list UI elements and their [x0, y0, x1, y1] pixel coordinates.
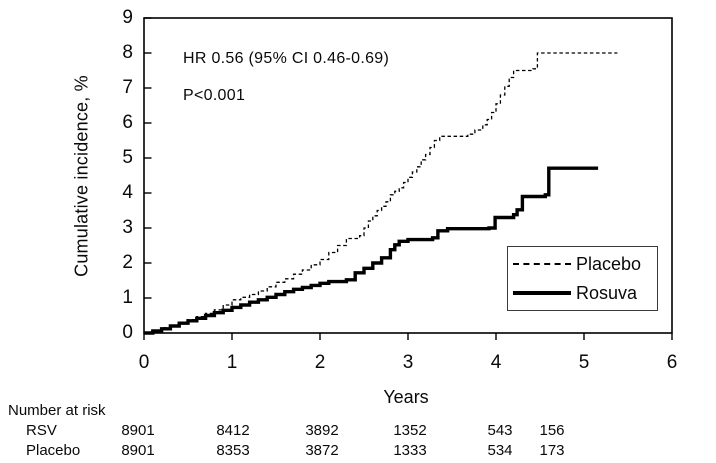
y-tick-label: 6	[122, 112, 133, 133]
risk-value: 534	[487, 442, 513, 459]
x-tick-label: 2	[314, 352, 326, 373]
x-tick-label: 4	[490, 352, 502, 373]
x-tick-label: 6	[666, 352, 678, 373]
p-value-annotation: P<0.001	[183, 87, 246, 104]
x-tick-label: 0	[138, 352, 150, 373]
risk-value: 1352	[393, 422, 427, 439]
x-tick-label: 5	[578, 352, 590, 373]
risk-row-label: Placebo	[26, 442, 81, 459]
y-tick-label: 4	[122, 182, 133, 203]
risk-value: 3872	[305, 442, 339, 459]
legend-item-placebo: Placebo	[513, 251, 641, 277]
risk-value: 173	[539, 442, 565, 459]
x-tick-label: 3	[402, 352, 414, 373]
legend-label-rosuva: Rosuva	[576, 282, 638, 303]
y-tick-label: 5	[122, 147, 133, 168]
risk-value: 8412	[216, 422, 250, 439]
risk-value: 8901	[121, 442, 155, 459]
y-tick-label: 9	[122, 7, 133, 28]
risk-value: 1333	[393, 442, 427, 459]
x-tick-label: 1	[226, 352, 238, 373]
rosuva-curve	[144, 166, 599, 335]
number-at-risk-title: Number at risk	[8, 402, 106, 419]
legend-item-rosuva: Rosuva	[513, 280, 637, 306]
risk-value: 543	[487, 422, 513, 439]
y-tick-label: 8	[122, 42, 133, 63]
y-tick-label: 0	[122, 322, 133, 343]
x-axis-title: Years	[383, 387, 429, 407]
y-tick-label: 3	[122, 217, 133, 238]
placebo-curve	[144, 52, 618, 334]
risk-row-label: RSV	[26, 422, 57, 439]
y-tick-label: 2	[122, 252, 133, 273]
y-tick-label: 7	[122, 77, 133, 98]
legend-label-placebo: Placebo	[576, 253, 642, 274]
legend: Placebo Rosuva	[507, 246, 658, 311]
y-tick-label: 1	[122, 287, 133, 308]
risk-value: 156	[539, 422, 565, 439]
risk-value: 8901	[121, 422, 155, 439]
rosuva-line-sample-icon	[513, 291, 571, 295]
placebo-line-sample-icon	[513, 263, 571, 265]
risk-value: 8353	[216, 442, 250, 459]
hazard-ratio-annotation: HR 0.56 (95% CI 0.46-0.69)	[183, 50, 390, 67]
risk-value: 3892	[305, 422, 339, 439]
